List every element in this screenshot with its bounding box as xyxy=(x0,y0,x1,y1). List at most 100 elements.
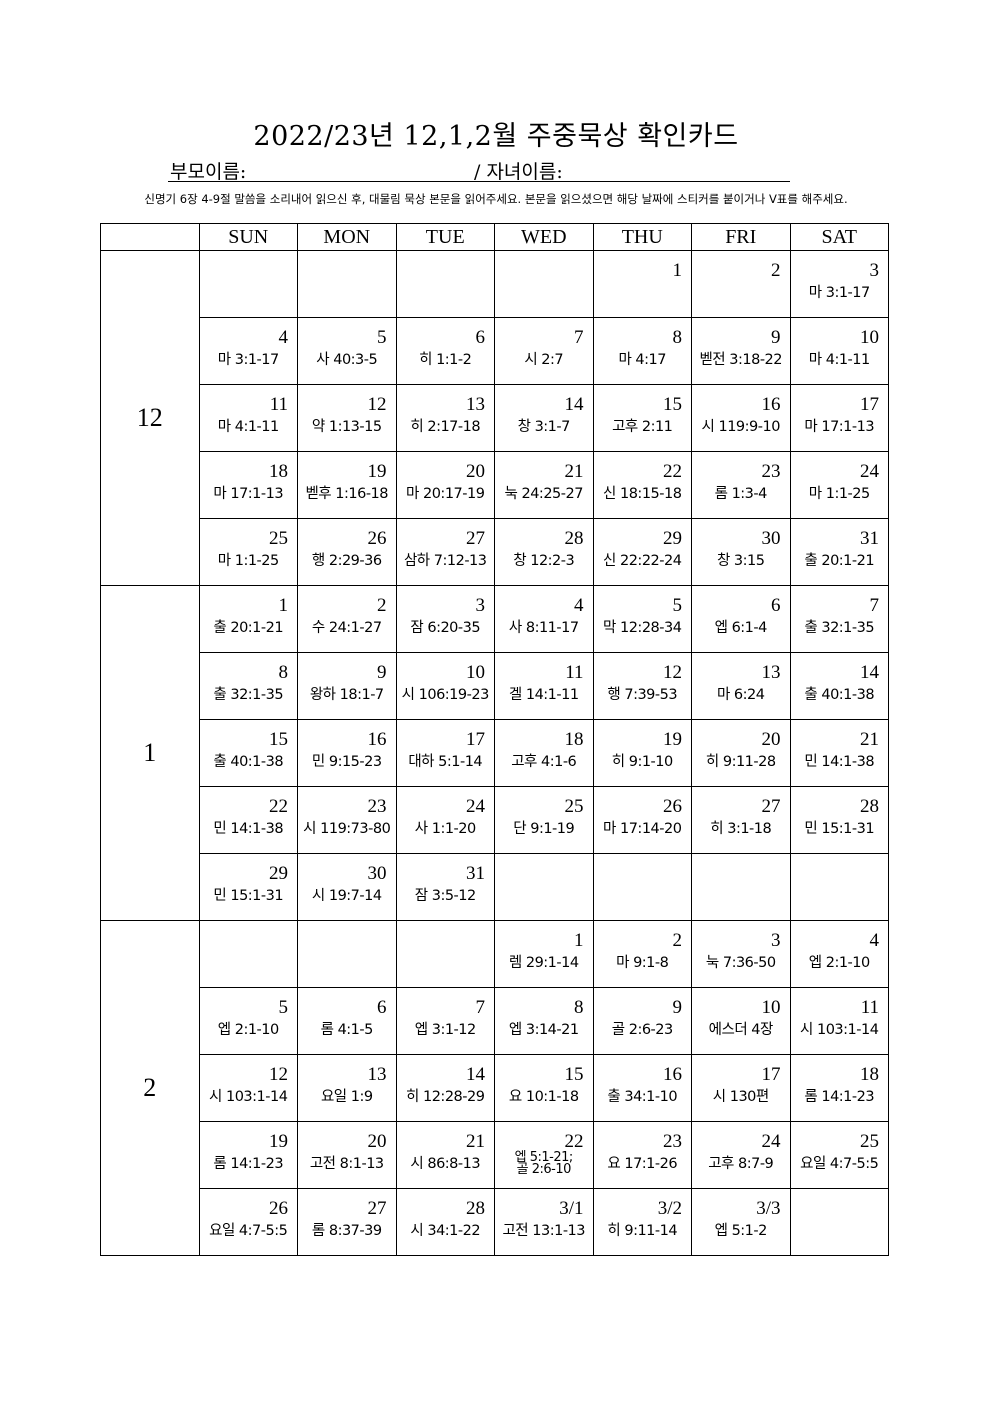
day-cell[interactable]: 12 시 103:1-14 xyxy=(198,1054,298,1122)
day-cell[interactable]: 21 눅 24:25-27 xyxy=(494,451,594,519)
day-cell[interactable]: 23 요 17:1-26 xyxy=(592,1121,692,1189)
day-cell[interactable]: 16 민 9:15-23 xyxy=(297,719,397,787)
day-cell[interactable]: 15 요 10:1-18 xyxy=(494,1054,594,1122)
day-cell[interactable]: 14 출 40:1-38 xyxy=(789,652,889,720)
day-cell[interactable]: 17 시 130편 xyxy=(691,1054,791,1122)
day-cell[interactable]: 10 에스더 4장 xyxy=(691,987,791,1055)
day-cell[interactable]: 5 막 12:28-34 xyxy=(592,585,692,653)
day-cell[interactable]: 31 출 20:1-21 xyxy=(789,518,889,586)
day-cell[interactable]: 31 잠 3:5-12 xyxy=(395,853,495,921)
day-cell[interactable]: 3/1 고전 13:1-13 xyxy=(494,1188,594,1256)
day-cell[interactable] xyxy=(789,853,889,921)
day-cell[interactable]: 16 시 119:9-10 xyxy=(691,384,791,452)
day-cell[interactable]: 24 마 1:1-25 xyxy=(789,451,889,519)
day-cell[interactable] xyxy=(494,250,594,318)
day-cell[interactable]: 7 시 2:7 xyxy=(494,317,594,385)
day-cell[interactable]: 18 마 17:1-13 xyxy=(198,451,298,519)
day-cell[interactable]: 9 왕하 18:1-7 xyxy=(297,652,397,720)
day-cell[interactable]: 4 엡 2:1-10 xyxy=(789,920,889,988)
day-cell[interactable] xyxy=(494,853,594,921)
day-cell[interactable]: 26 행 2:29-36 xyxy=(297,518,397,586)
day-cell[interactable] xyxy=(592,853,692,921)
day-cell[interactable] xyxy=(395,250,495,318)
day-cell[interactable]: 18 고후 4:1-6 xyxy=(494,719,594,787)
day-cell[interactable]: 20 히 9:11-28 xyxy=(691,719,791,787)
day-cell[interactable]: 10 시 106:19-23 xyxy=(395,652,495,720)
day-cell[interactable]: 9 벧전 3:18-22 xyxy=(691,317,791,385)
day-cell[interactable]: 8 엡 3:14-21 xyxy=(494,987,594,1055)
day-cell[interactable]: 19 롬 14:1-23 xyxy=(198,1121,298,1189)
day-cell[interactable]: 24 고후 8:7-9 xyxy=(691,1121,791,1189)
day-cell[interactable]: 4 마 3:1-17 xyxy=(198,317,298,385)
day-cell[interactable]: 8 마 4:17 xyxy=(592,317,692,385)
day-cell[interactable]: 3 마 3:1-17 xyxy=(789,250,889,318)
day-cell[interactable]: 18 롬 14:1-23 xyxy=(789,1054,889,1122)
day-cell[interactable] xyxy=(297,920,397,988)
day-cell[interactable] xyxy=(691,853,791,921)
day-cell[interactable]: 7 엡 3:1-12 xyxy=(395,987,495,1055)
day-cell[interactable] xyxy=(198,920,298,988)
day-cell[interactable]: 11 시 103:1-14 xyxy=(789,987,889,1055)
day-cell[interactable]: 5 사 40:3-5 xyxy=(297,317,397,385)
day-cell[interactable]: 25 단 9:1-19 xyxy=(494,786,594,854)
day-cell[interactable]: 9 골 2:6-23 xyxy=(592,987,692,1055)
day-cell[interactable]: 15 출 40:1-38 xyxy=(198,719,298,787)
day-cell[interactable]: 22 민 14:1-38 xyxy=(198,786,298,854)
day-cell[interactable]: 27 히 3:1-18 xyxy=(691,786,791,854)
day-cell[interactable]: 27 롬 8:37-39 xyxy=(297,1188,397,1256)
day-cell[interactable]: 13 마 6:24 xyxy=(691,652,791,720)
day-cell[interactable]: 11 겔 14:1-11 xyxy=(494,652,594,720)
day-cell[interactable]: 5 엡 2:1-10 xyxy=(198,987,298,1055)
day-cell[interactable]: 4 사 8:11-17 xyxy=(494,585,594,653)
day-cell[interactable]: 25 요일 4:7-5:5 xyxy=(789,1121,889,1189)
day-cell[interactable]: 2 xyxy=(691,250,791,318)
day-cell[interactable]: 3/3 엡 5:1-2 xyxy=(691,1188,791,1256)
day-cell[interactable]: 22 엡 5:1-21; 골 2:6-10 xyxy=(494,1121,594,1189)
day-cell[interactable]: 1 출 20:1-21 xyxy=(198,585,298,653)
day-cell[interactable] xyxy=(395,920,495,988)
day-cell[interactable]: 1 xyxy=(592,250,692,318)
day-cell[interactable]: 16 출 34:1-10 xyxy=(592,1054,692,1122)
day-cell[interactable]: 26 마 17:14-20 xyxy=(592,786,692,854)
day-cell[interactable]: 15 고후 2:11 xyxy=(592,384,692,452)
day-cell[interactable]: 23 시 119:73-80 xyxy=(297,786,397,854)
day-cell[interactable]: 3 눅 7:36-50 xyxy=(691,920,791,988)
day-cell[interactable]: 28 창 12:2-3 xyxy=(494,518,594,586)
day-cell[interactable]: 12 약 1:13-15 xyxy=(297,384,397,452)
day-cell[interactable]: 3/2 히 9:11-14 xyxy=(592,1188,692,1256)
day-cell[interactable]: 10 마 4:1-11 xyxy=(789,317,889,385)
day-cell[interactable]: 22 신 18:15-18 xyxy=(592,451,692,519)
day-cell[interactable]: 17 마 17:1-13 xyxy=(789,384,889,452)
day-cell[interactable]: 2 수 24:1-27 xyxy=(297,585,397,653)
day-cell[interactable]: 30 시 19:7-14 xyxy=(297,853,397,921)
day-cell[interactable]: 30 창 3:15 xyxy=(691,518,791,586)
day-cell[interactable]: 13 히 2:17-18 xyxy=(395,384,495,452)
day-cell[interactable]: 19 벧후 1:16-18 xyxy=(297,451,397,519)
day-cell[interactable]: 29 민 15:1-31 xyxy=(198,853,298,921)
day-cell[interactable]: 14 히 12:28-29 xyxy=(395,1054,495,1122)
day-cell[interactable]: 20 고전 8:1-13 xyxy=(297,1121,397,1189)
day-cell[interactable]: 25 마 1:1-25 xyxy=(198,518,298,586)
day-cell[interactable]: 28 민 15:1-31 xyxy=(789,786,889,854)
day-cell[interactable]: 29 신 22:22-24 xyxy=(592,518,692,586)
day-cell[interactable]: 13 요일 1:9 xyxy=(297,1054,397,1122)
day-cell[interactable]: 26 요일 4:7-5:5 xyxy=(198,1188,298,1256)
day-cell[interactable]: 27 삼하 7:12-13 xyxy=(395,518,495,586)
day-cell[interactable]: 17 대하 5:1-14 xyxy=(395,719,495,787)
day-cell[interactable]: 12 행 7:39-53 xyxy=(592,652,692,720)
day-cell[interactable]: 20 마 20:17-19 xyxy=(395,451,495,519)
day-cell[interactable]: 21 시 86:8-13 xyxy=(395,1121,495,1189)
day-cell[interactable]: 7 출 32:1-35 xyxy=(789,585,889,653)
day-cell[interactable]: 28 시 34:1-22 xyxy=(395,1188,495,1256)
day-cell[interactable]: 19 히 9:1-10 xyxy=(592,719,692,787)
day-cell[interactable]: 1 렘 29:1-14 xyxy=(494,920,594,988)
day-cell[interactable]: 8 출 32:1-35 xyxy=(198,652,298,720)
day-cell[interactable]: 24 사 1:1-20 xyxy=(395,786,495,854)
day-cell[interactable] xyxy=(297,250,397,318)
day-cell[interactable]: 23 롬 1:3-4 xyxy=(691,451,791,519)
day-cell[interactable]: 14 창 3:1-7 xyxy=(494,384,594,452)
